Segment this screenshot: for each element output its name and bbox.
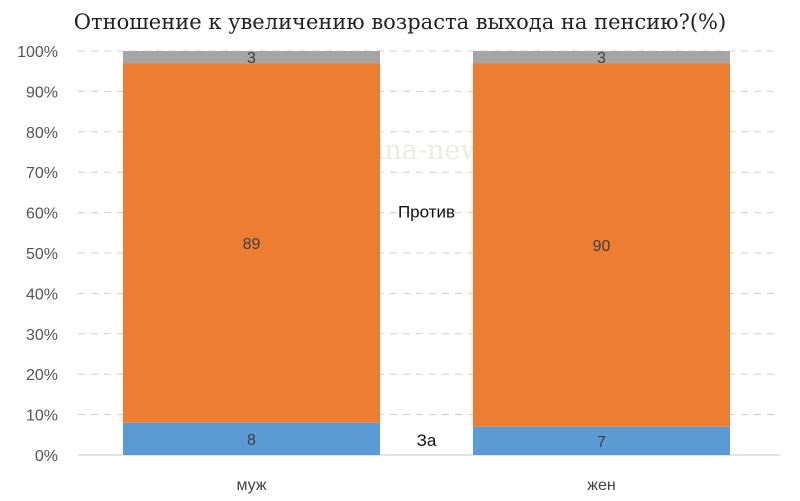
y-tick-label: 50% — [26, 246, 58, 263]
y-tick-label: 100% — [17, 44, 58, 61]
x-tick-label: жен — [587, 477, 615, 494]
y-tick-label: 80% — [26, 125, 58, 142]
bar-segment — [473, 51, 730, 64]
y-tick-label: 30% — [26, 327, 58, 344]
bar-segment — [473, 63, 730, 427]
y-tick-label: 10% — [26, 408, 58, 425]
y-tick-label: 90% — [26, 84, 58, 101]
data-label: 89 — [243, 236, 261, 253]
y-tick-label: 70% — [26, 165, 58, 182]
bar-segment — [123, 422, 380, 455]
y-tick-label: 20% — [26, 367, 58, 384]
bar-segment — [123, 63, 380, 423]
data-label: 3 — [597, 50, 606, 67]
bar-segment — [473, 426, 730, 455]
data-label: 7 — [597, 434, 606, 451]
data-label: 3 — [247, 50, 256, 67]
series-label: За — [417, 431, 437, 450]
y-tick-label: 60% — [26, 206, 58, 223]
series-label: Против — [398, 203, 455, 222]
y-tick-label: 40% — [26, 286, 58, 303]
data-label: 90 — [593, 238, 611, 255]
chart-title: Отношение к увеличению возраста выхода н… — [73, 10, 727, 34]
data-label: 8 — [247, 432, 256, 449]
y-tick-label: 0% — [35, 448, 58, 465]
x-tick-label: муж — [236, 477, 266, 494]
bar-segment — [123, 51, 380, 64]
